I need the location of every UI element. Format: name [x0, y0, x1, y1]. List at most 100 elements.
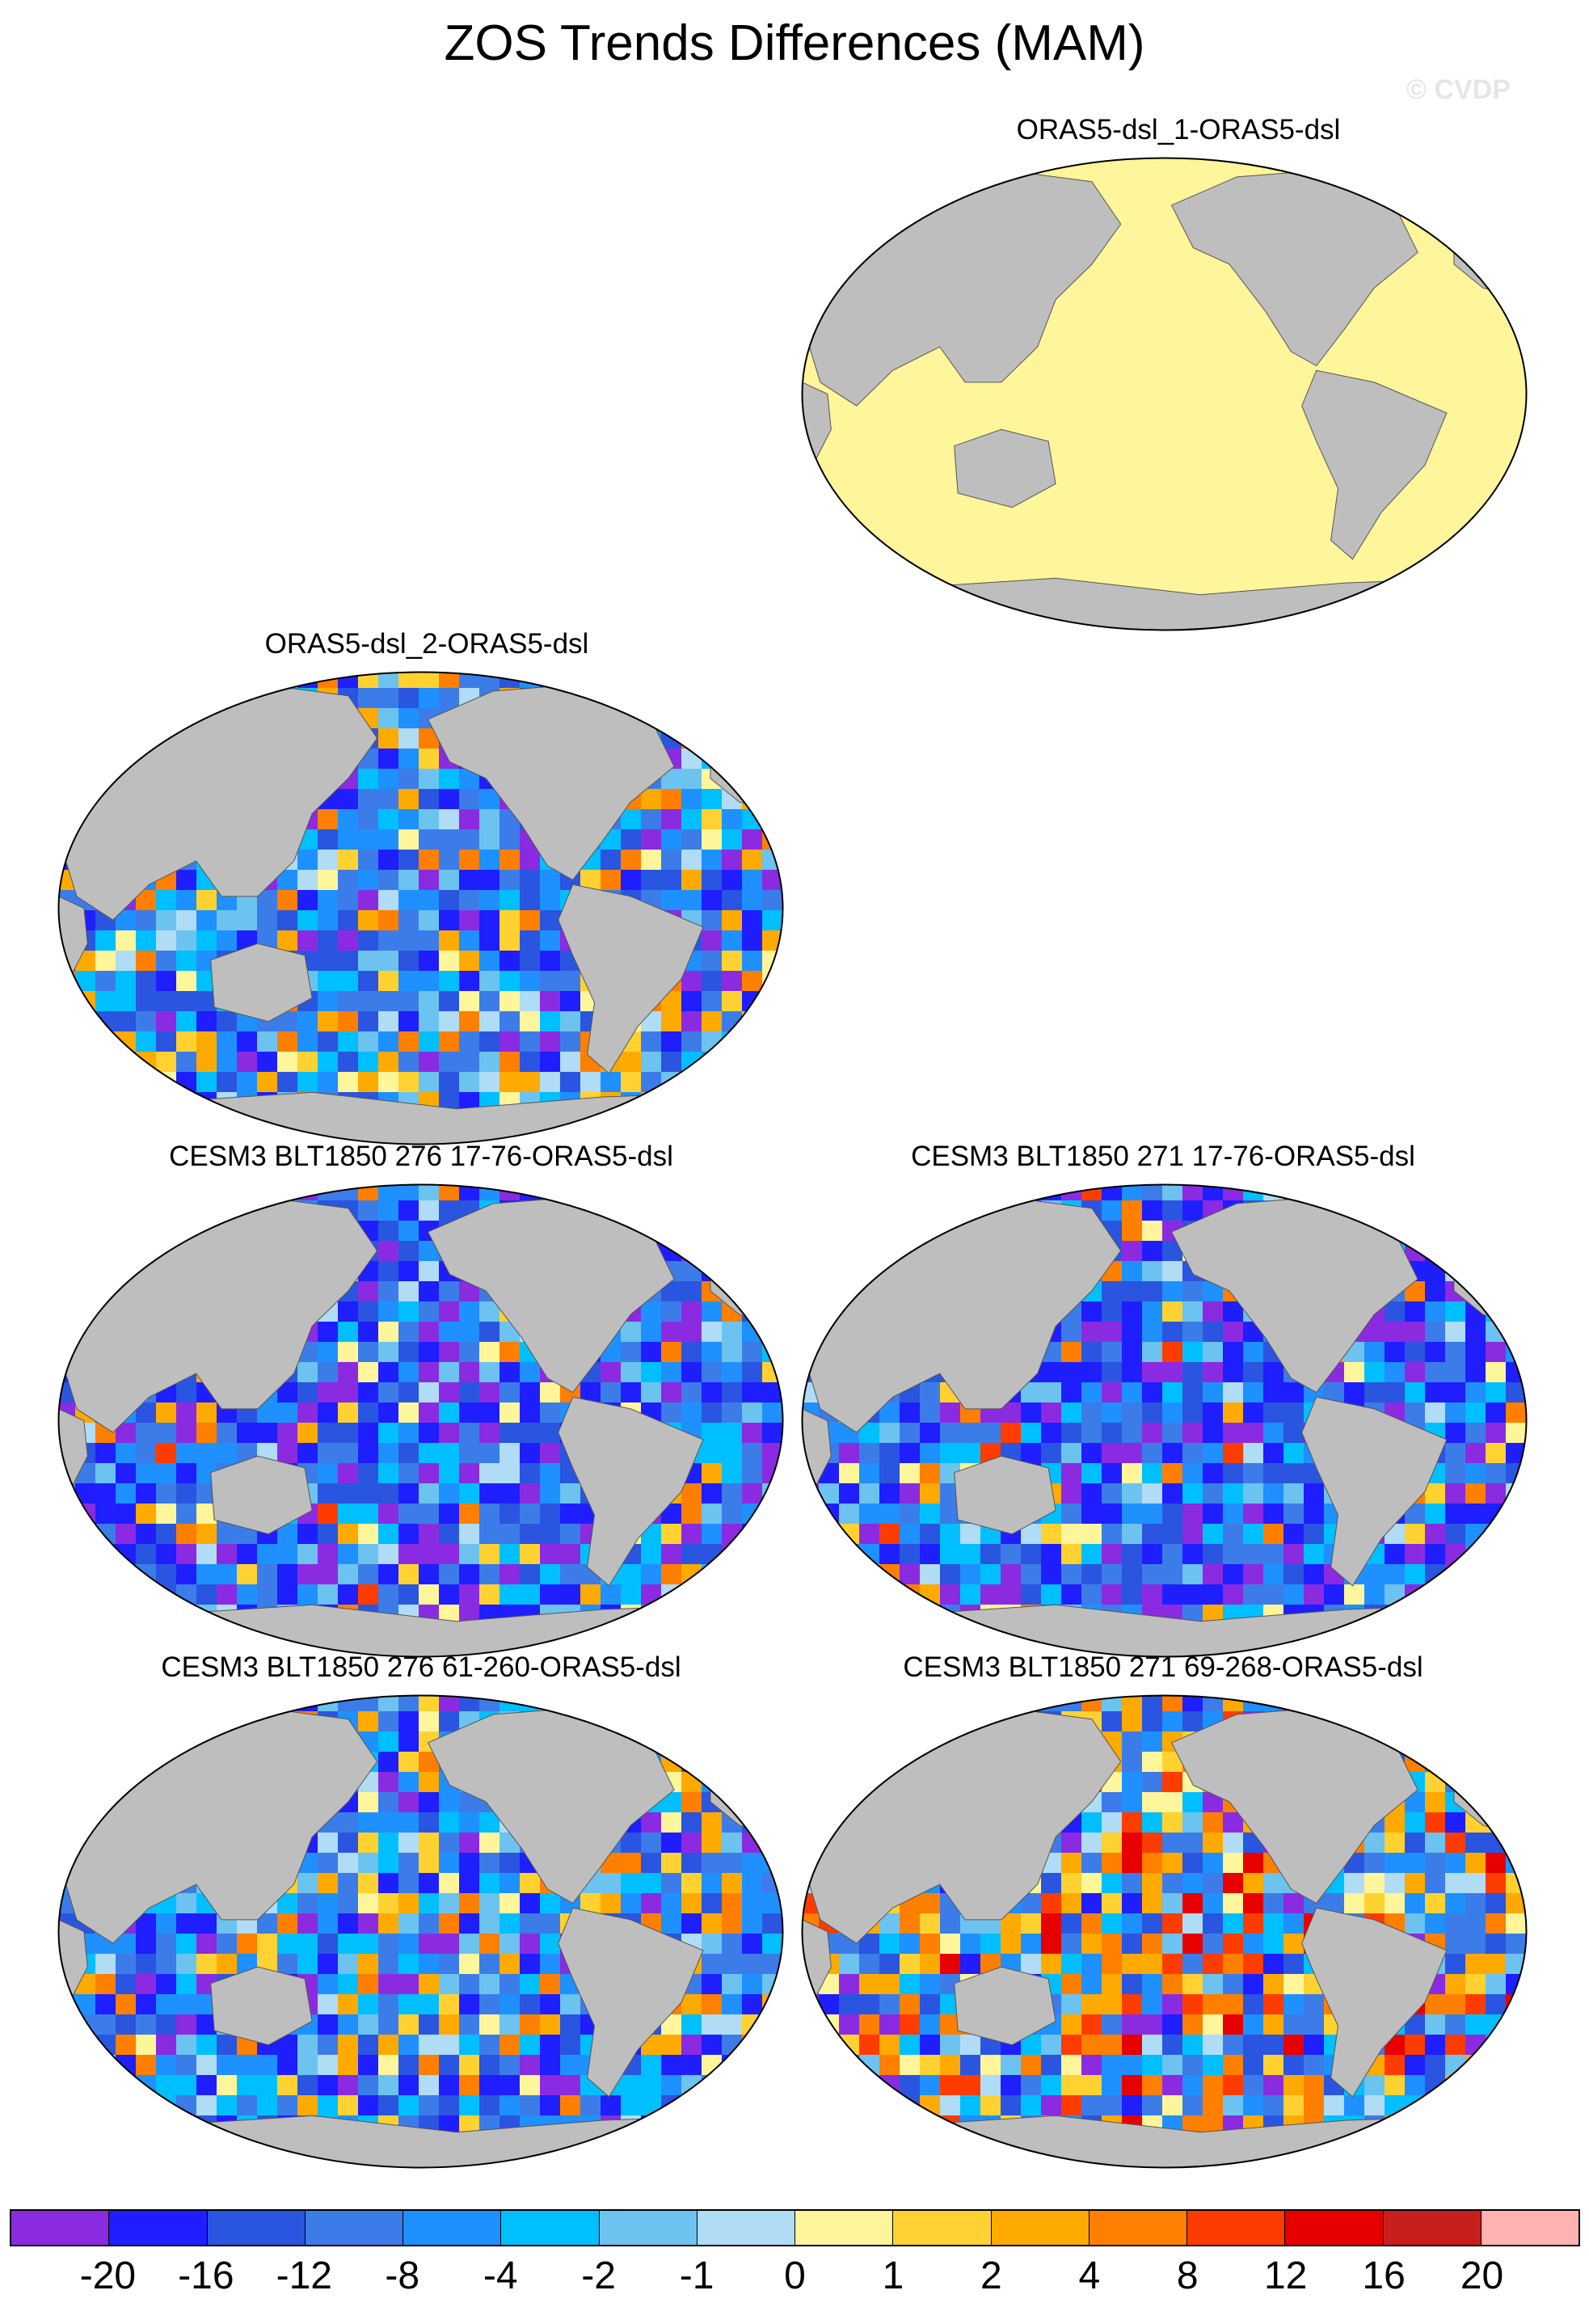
trend-cell — [398, 1873, 419, 1894]
south-america-landmass — [1301, 1396, 1448, 1587]
trend-cell — [802, 2156, 820, 2168]
trend-cell — [479, 2075, 500, 2096]
trend-cell — [1263, 1544, 1284, 1565]
trend-cell — [920, 1544, 941, 1565]
trend-cell — [782, 951, 783, 972]
trend-cell — [459, 1072, 480, 1093]
trend-cell — [1486, 1544, 1507, 1565]
trend-cell — [1081, 2035, 1102, 2056]
trend-cell — [1122, 1221, 1143, 1242]
trend-cell — [980, 1695, 1001, 1712]
trend-cell — [378, 850, 399, 871]
trend-cell — [681, 1873, 702, 1894]
trend-cell — [95, 1752, 116, 1773]
trend-cell — [1142, 1752, 1163, 1773]
trend-cell — [277, 1934, 298, 1955]
trend-cell — [742, 1504, 763, 1525]
trend-cell — [1465, 1200, 1486, 1221]
colorbar-swatch — [697, 2211, 795, 2245]
trend-cell — [1001, 1184, 1022, 1201]
trend-cell — [1122, 1463, 1143, 1484]
trend-cell — [920, 1564, 941, 1585]
trend-cell — [702, 1893, 723, 1914]
trend-cell — [196, 2075, 217, 2096]
trend-cell — [479, 1362, 500, 1383]
trend-cell — [681, 2095, 702, 2116]
trend-cell — [378, 1974, 399, 1995]
trend-cell — [1465, 2095, 1486, 2116]
trend-cell — [661, 1873, 682, 1894]
trend-cell — [1445, 1812, 1466, 1833]
trend-cell — [277, 1564, 298, 1585]
trend-cell — [358, 1711, 379, 1732]
colorbar-swatch — [207, 2211, 306, 2245]
trend-cell — [1061, 1893, 1082, 1914]
trend-cell — [338, 1342, 359, 1363]
trend-cell — [156, 1711, 177, 1732]
trend-cell — [802, 1564, 820, 1585]
trend-cell — [136, 1483, 157, 1504]
trend-cell — [1081, 1483, 1102, 1504]
trend-cell — [681, 870, 702, 891]
trend-cell — [358, 809, 379, 830]
trend-cell — [439, 2035, 460, 2056]
trend-cell — [1162, 1443, 1183, 1464]
trend-cell — [176, 971, 197, 992]
trend-cell — [661, 789, 682, 810]
trend-cell — [702, 1402, 723, 1424]
trend-cell — [1162, 1524, 1183, 1545]
trend-cell — [1162, 2055, 1183, 2076]
trend-cell — [398, 1974, 419, 1995]
trend-cell — [318, 2014, 339, 2035]
trend-cell — [398, 2035, 419, 2056]
trend-cell — [540, 870, 561, 891]
trend-cell — [1506, 2095, 1527, 2116]
trend-cell — [742, 2075, 763, 2096]
trend-cell — [439, 829, 460, 850]
trend-cell — [58, 2115, 76, 2136]
trend-cell — [722, 728, 743, 749]
trend-cell — [1344, 1695, 1365, 1712]
trend-cell — [75, 1483, 96, 1504]
trend-cell — [419, 1524, 440, 1545]
trend-cell — [681, 2156, 702, 2168]
trend-cell — [459, 1584, 480, 1605]
trend-cell — [1425, 1584, 1446, 1605]
colorbar-tick-label: 16 — [1362, 2254, 1406, 2297]
trend-cell — [762, 1853, 783, 1874]
trend-cell — [722, 1072, 743, 1093]
trend-cell — [1081, 1463, 1102, 1484]
trend-cell — [398, 1184, 419, 1201]
trend-cell — [1081, 1584, 1102, 1605]
trend-cell — [1304, 1524, 1325, 1545]
trend-cell — [681, 1913, 702, 1934]
trend-cell — [540, 1584, 561, 1605]
trend-cell — [1506, 1625, 1527, 1646]
trend-cell — [762, 1752, 783, 1773]
trend-cell — [1486, 1221, 1507, 1242]
trend-cell — [1445, 1893, 1466, 1914]
trend-cell — [419, 1184, 440, 1201]
trend-cell — [1122, 1544, 1143, 1565]
trend-cell — [1506, 1792, 1527, 1813]
trend-cell — [499, 1031, 521, 1052]
trend-cell — [1486, 1443, 1507, 1464]
trend-cell — [1203, 1301, 1224, 1322]
trend-cell — [859, 1711, 880, 1732]
trend-cell — [802, 1200, 820, 1221]
trend-cell — [419, 1913, 440, 1934]
trend-cell — [398, 1463, 419, 1484]
trend-cell — [1102, 1833, 1123, 1854]
trend-cell — [1304, 2095, 1325, 2116]
trend-cell — [95, 728, 116, 749]
colorbar-swatch — [11, 2211, 110, 2245]
trend-cell — [782, 1072, 783, 1093]
trend-cell — [75, 2035, 96, 2056]
trend-cell — [338, 930, 359, 951]
trend-cell — [702, 1200, 723, 1221]
trend-cell — [1405, 1524, 1426, 1545]
trend-cell — [1041, 1382, 1062, 1403]
trend-cell — [338, 1463, 359, 1484]
trend-cell — [419, 829, 440, 850]
trend-cell — [419, 1954, 440, 1975]
